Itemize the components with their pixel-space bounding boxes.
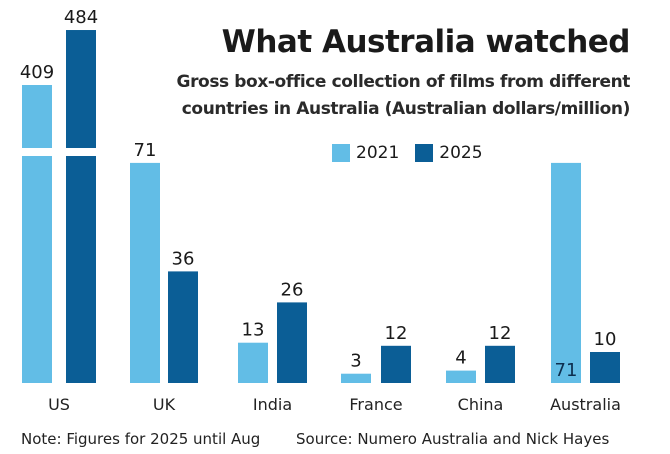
- data-label-france-2021: 3: [350, 351, 361, 372]
- bar-australia-2021: [551, 162, 581, 383]
- category-label-us: US: [48, 395, 70, 414]
- legend: 2021 2025: [332, 143, 483, 163]
- footer-source: Source: Numero Australia and Nick Hayes: [296, 430, 610, 448]
- chart-subtitle-line-2: countries in Australia (Australian dolla…: [181, 99, 631, 119]
- data-label-france-2025: 12: [385, 323, 408, 344]
- category-label-china: China: [458, 395, 504, 414]
- chart-title: What Australia watched: [221, 24, 631, 60]
- footer-note: Note: Figures for 2025 until Aug: [21, 430, 261, 448]
- legend-swatch-2025: [415, 144, 434, 162]
- bar-us-2021: [22, 85, 52, 383]
- legend-label-2025: 2025: [439, 143, 483, 163]
- category-label-australia: Australia: [550, 395, 621, 414]
- data-label-india-2025: 26: [281, 279, 304, 300]
- bar-france-2021: [341, 373, 371, 383]
- bar-china-2025: [485, 345, 515, 383]
- data-label-china-2021: 4: [455, 348, 466, 369]
- legend-item-2025: 2025: [415, 143, 483, 163]
- data-label-india-2021: 13: [242, 320, 265, 341]
- data-label-australia-2025: 10: [594, 329, 617, 350]
- bar-china-2021: [446, 370, 476, 383]
- bar-australia-2025: [590, 352, 620, 383]
- data-label-us-2021: 409: [20, 62, 54, 83]
- bar-france-2025: [381, 345, 411, 383]
- bar-india-2021: [238, 342, 268, 383]
- data-label-uk-2025: 36: [172, 248, 195, 269]
- category-label-uk: UK: [153, 395, 176, 414]
- axis-break: [20, 148, 100, 156]
- data-label-us-2025: 484: [64, 7, 98, 28]
- legend-item-2021: 2021: [332, 143, 399, 163]
- category-label-india: India: [253, 395, 292, 414]
- bar-uk-2021: [130, 162, 160, 383]
- bar-india-2025: [277, 302, 307, 383]
- chart-subtitle-line-1: Gross box-office collection of films fro…: [176, 72, 631, 92]
- bar-uk-2025: [168, 271, 198, 383]
- data-label-china-2025: 12: [489, 323, 512, 344]
- data-label-australia-2021: 71: [555, 360, 578, 381]
- bar-us-2025: [66, 30, 96, 384]
- legend-label-2021: 2021: [356, 143, 400, 163]
- data-label-uk-2021: 71: [134, 140, 157, 161]
- legend-swatch-2021: [332, 144, 350, 162]
- category-label-france: France: [349, 395, 402, 414]
